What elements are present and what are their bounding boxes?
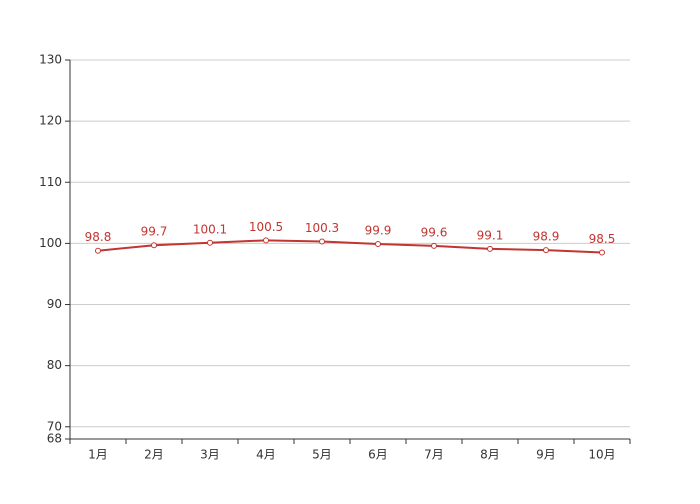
x-tick-label: 8月 [480, 448, 500, 462]
y-tick-label: 80 [47, 358, 62, 372]
x-tick-label: 10月 [588, 448, 615, 462]
x-tick-label: 9月 [536, 448, 556, 462]
data-point [487, 245, 493, 252]
data-point [95, 247, 101, 254]
data-label: 99.7 [141, 225, 168, 239]
data-label: 100.1 [193, 222, 227, 236]
data-point [151, 242, 157, 249]
y-tick-label: 68 [47, 432, 62, 446]
data-label: 99.6 [421, 225, 448, 239]
data-label: 100.3 [305, 221, 339, 235]
x-tick-label: 4月 [256, 448, 276, 462]
y-tick-label: 130 [39, 53, 62, 67]
y-tick-label: 90 [47, 297, 62, 311]
x-tick-label: 3月 [200, 448, 220, 462]
data-label: 98.9 [533, 230, 560, 244]
x-tick-label: 2月 [144, 448, 164, 462]
data-point [207, 239, 213, 246]
y-tick-label: 70 [47, 419, 62, 433]
data-label: 100.5 [249, 220, 283, 234]
x-tick-label: 5月 [312, 448, 332, 462]
data-point [431, 242, 437, 249]
data-label: 99.1 [477, 228, 504, 242]
data-label: 99.9 [365, 223, 392, 237]
y-tick-label: 110 [39, 175, 62, 189]
data-point [375, 240, 381, 247]
data-point [543, 247, 549, 254]
x-tick-label: 7月 [424, 448, 444, 462]
data-point [319, 238, 325, 245]
y-tick-label: 100 [39, 236, 62, 250]
data-label: 98.5 [589, 232, 616, 246]
data-point [599, 249, 605, 256]
y-tick-label: 120 [39, 114, 62, 128]
data-line [97, 239, 603, 254]
data-label: 98.8 [85, 230, 112, 244]
x-tick-label: 6月 [368, 448, 388, 462]
data-point [263, 237, 269, 244]
x-tick-label: 1月 [88, 448, 108, 462]
